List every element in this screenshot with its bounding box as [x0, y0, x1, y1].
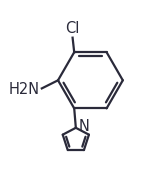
Text: Cl: Cl — [65, 21, 80, 36]
Text: H2N: H2N — [9, 82, 40, 97]
Text: N: N — [78, 119, 89, 135]
